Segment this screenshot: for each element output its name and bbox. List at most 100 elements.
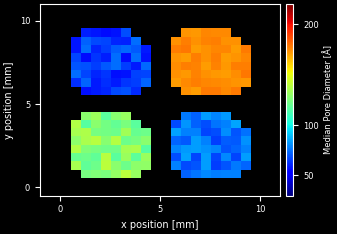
Bar [211,153,221,161]
Bar [101,37,111,45]
Bar [121,28,131,37]
Bar [81,87,91,95]
Bar [141,128,151,136]
Bar [201,28,211,37]
Bar [231,78,241,87]
Bar [191,37,201,45]
Bar [201,145,211,153]
Bar [201,136,211,145]
Bar [181,112,191,120]
Bar [91,136,101,145]
Bar [141,78,151,87]
Bar [71,62,81,70]
Bar [211,170,221,178]
Bar [191,28,201,37]
Bar [71,145,81,153]
Bar [201,161,211,170]
Bar [201,53,211,62]
Bar [201,62,211,70]
Bar [231,62,241,70]
Bar [171,70,181,78]
Bar [171,161,181,170]
Bar [131,62,141,70]
Bar [91,161,101,170]
Bar [241,145,251,153]
Bar [231,70,241,78]
Bar [141,161,151,170]
Bar [121,136,131,145]
Bar [131,145,141,153]
Bar [101,136,111,145]
Bar [191,62,201,70]
Bar [121,45,131,53]
Bar [71,37,81,45]
Bar [241,136,251,145]
Bar [121,128,131,136]
Bar [91,112,101,120]
Bar [111,128,121,136]
Bar [71,53,81,62]
Bar [131,170,141,178]
Bar [181,161,191,170]
Bar [81,70,91,78]
Bar [91,70,101,78]
Bar [191,78,201,87]
Bar [191,161,201,170]
Bar [191,112,201,120]
Bar [221,136,231,145]
Bar [221,128,231,136]
Bar [201,128,211,136]
Bar [211,62,221,70]
Bar [201,78,211,87]
Bar [231,128,241,136]
Bar [211,87,221,95]
Bar [211,120,221,128]
Bar [91,37,101,45]
Bar [211,53,221,62]
Bar [141,153,151,161]
Bar [171,78,181,87]
Bar [111,170,121,178]
Bar [111,153,121,161]
Bar [81,78,91,87]
Bar [101,161,111,170]
Bar [231,53,241,62]
Bar [211,28,221,37]
Bar [221,53,231,62]
Bar [221,153,231,161]
Bar [111,120,121,128]
Bar [181,87,191,95]
Bar [231,153,241,161]
Bar [211,37,221,45]
Bar [111,87,121,95]
Bar [131,87,141,95]
Bar [201,70,211,78]
Bar [181,28,191,37]
Bar [111,161,121,170]
Bar [131,120,141,128]
Y-axis label: Median Pore Diameter [Å]: Median Pore Diameter [Å] [323,45,333,154]
Bar [101,112,111,120]
Bar [81,53,91,62]
Bar [211,128,221,136]
Bar [81,136,91,145]
Bar [91,153,101,161]
Bar [81,153,91,161]
Bar [121,170,131,178]
Bar [211,136,221,145]
Bar [171,45,181,53]
Bar [211,112,221,120]
Bar [241,128,251,136]
Bar [231,87,241,95]
Bar [171,120,181,128]
Bar [131,70,141,78]
Bar [231,170,241,178]
Bar [221,145,231,153]
Bar [101,62,111,70]
Bar [181,136,191,145]
Bar [121,112,131,120]
Bar [171,53,181,62]
Bar [221,112,231,120]
Bar [111,53,121,62]
Bar [221,87,231,95]
